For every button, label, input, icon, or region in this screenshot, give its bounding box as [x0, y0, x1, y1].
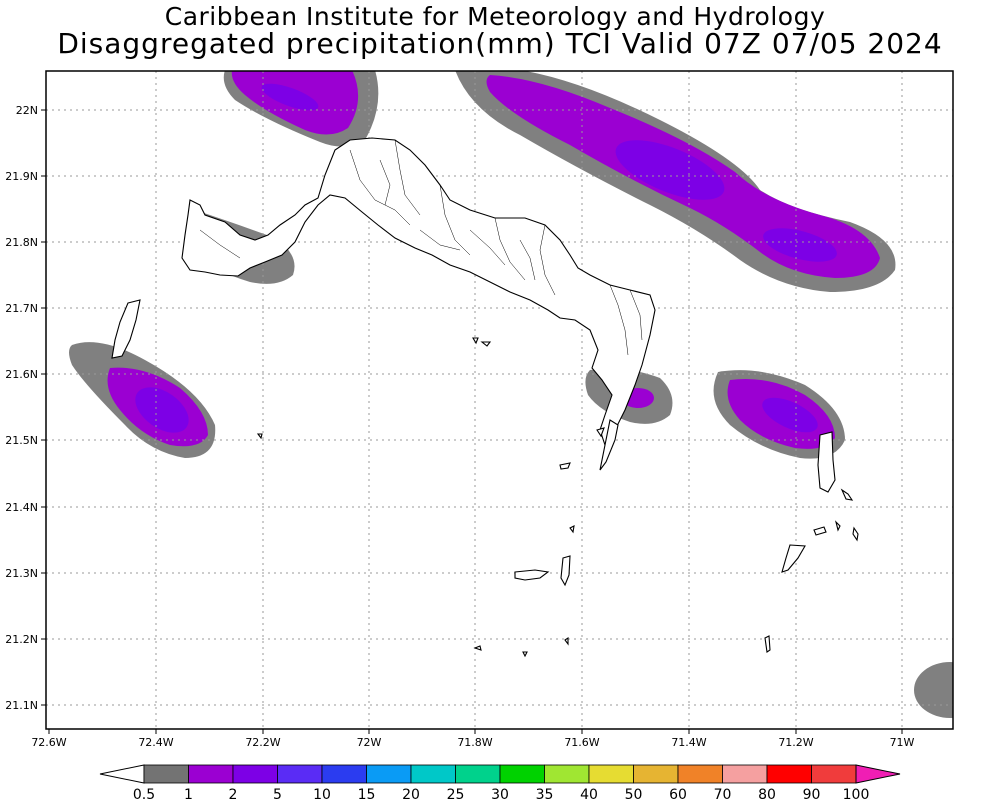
- colorbar-label: 15: [358, 787, 376, 800]
- island-small: [473, 645, 482, 651]
- lat-label: 21.1N: [5, 699, 38, 712]
- island-small: [596, 427, 605, 438]
- colorbar-swatch: [588, 764, 634, 784]
- colorbar-label: 70: [714, 787, 732, 800]
- colorbar-swatch: [499, 764, 545, 784]
- colorbar-swatch: [143, 764, 189, 784]
- lon-label: 71.6W: [564, 736, 599, 749]
- colorbar-swatch: [232, 764, 278, 784]
- colorbar-label: 100: [843, 787, 870, 800]
- colorbar-label: 40: [580, 787, 598, 800]
- island-caicos: [181, 137, 656, 447]
- lon-label: 71.4W: [671, 736, 706, 749]
- colorbar-swatch: [188, 764, 234, 784]
- lat-label: 21.5N: [5, 434, 38, 447]
- island-small: [560, 555, 571, 587]
- island-small: [522, 651, 528, 658]
- lat-label: 21.4N: [5, 501, 38, 514]
- colorbar: 0.5 1 2 5 10 15 20 25 30 35 40 50 60 70 80 90 100: [99, 764, 901, 800]
- title-line-1: Caribbean Institute for Meteorology and …: [164, 2, 826, 31]
- colorbar-swatch: [366, 764, 412, 784]
- colorbar-swatch: [277, 764, 323, 784]
- precip-blob-gray: [914, 662, 953, 718]
- lat-label: 22N: [16, 104, 38, 117]
- district-boundaries: [199, 139, 643, 356]
- colorbar-label: 35: [536, 787, 554, 800]
- island-small: [569, 525, 575, 534]
- colorbar-swatch: [410, 764, 456, 784]
- island-small: [472, 337, 479, 345]
- island-small: [764, 635, 771, 653]
- lon-labels: 72.6W 72.4W 72.2W 72W 71.8W 71.6W 71.4W …: [31, 736, 914, 749]
- colorbar-swatch: [321, 764, 367, 784]
- colorbar-label: 25: [447, 787, 465, 800]
- colorbar-label: 10: [313, 787, 331, 800]
- island-small: [852, 526, 859, 542]
- colorbar-label: 2: [229, 787, 238, 800]
- colorbar-swatch: [633, 764, 679, 784]
- coastlines: [111, 137, 859, 658]
- colorbar-label: 0.5: [133, 787, 155, 800]
- colorbar-label: 50: [625, 787, 643, 800]
- lon-label: 71.8W: [457, 736, 492, 749]
- island-small: [514, 569, 550, 581]
- lon-label: 71.2W: [778, 736, 813, 749]
- lat-label: 21.9N: [5, 170, 38, 183]
- lat-label: 21.7N: [5, 302, 38, 315]
- precipitation-field: [69, 71, 953, 718]
- island-small: [840, 488, 854, 501]
- lon-label: 72.4W: [138, 736, 173, 749]
- precip-core: [615, 140, 725, 200]
- lat-label: 21.8N: [5, 236, 38, 249]
- island-small: [813, 526, 827, 536]
- precip-core: [763, 228, 837, 262]
- title-line-2: Disaggregated precipitation(mm) TCI Vali…: [57, 27, 943, 60]
- lon-label: 72W: [357, 736, 382, 749]
- island-small: [564, 636, 569, 646]
- map-frame: [45, 70, 954, 730]
- colorbar-label: 30: [491, 787, 509, 800]
- colorbar-label: 80: [758, 787, 776, 800]
- lat-labels: 22N 21.9N 21.8N 21.7N 21.6N 21.5N 21.4N …: [5, 104, 38, 712]
- colorbar-swatch: [544, 764, 590, 784]
- island-small: [256, 433, 263, 440]
- island-small: [781, 544, 806, 573]
- colorbar-label: 20: [402, 787, 420, 800]
- precip-core: [135, 387, 189, 433]
- lon-label: 72.2W: [245, 736, 280, 749]
- colorbar-arrow-low: [99, 764, 145, 784]
- colorbar-label: 1: [184, 787, 193, 800]
- colorbar-swatch: [677, 764, 723, 784]
- island-small: [834, 520, 841, 532]
- colorbar-swatch: [722, 764, 768, 784]
- island-west-caicos: [111, 299, 141, 359]
- lat-label: 21.2N: [5, 633, 38, 646]
- lat-label: 21.3N: [5, 567, 38, 580]
- colorbar-swatch: [766, 764, 812, 784]
- lat-label: 21.6N: [5, 368, 38, 381]
- tick-marks: [41, 109, 903, 734]
- colorbar-swatch: [811, 764, 857, 784]
- lon-label: 71W: [890, 736, 915, 749]
- island-small: [480, 341, 492, 347]
- island-small: [817, 431, 836, 493]
- precip-core: [261, 83, 319, 111]
- island-small: [599, 419, 619, 471]
- colorbar-arrow-high: [855, 764, 901, 784]
- precip-core: [762, 397, 818, 433]
- colorbar-label: 5: [273, 787, 282, 800]
- colorbar-swatch: [455, 764, 501, 784]
- island-small: [559, 462, 571, 470]
- lon-label: 72.6W: [31, 736, 66, 749]
- colorbar-label: 90: [803, 787, 821, 800]
- colorbar-label: 60: [669, 787, 687, 800]
